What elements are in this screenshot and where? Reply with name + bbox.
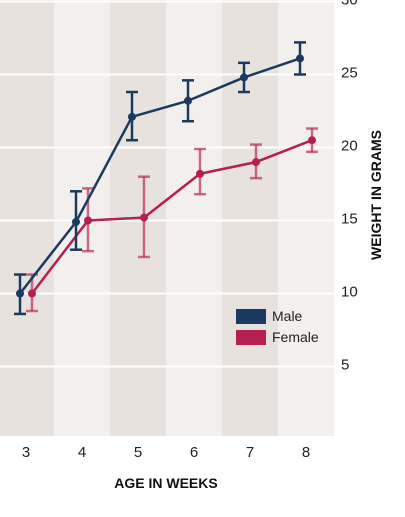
data-point bbox=[140, 213, 148, 222]
data-point bbox=[240, 73, 248, 82]
x-tick-label: 5 bbox=[134, 444, 142, 461]
data-point bbox=[184, 96, 192, 105]
data-point bbox=[16, 289, 24, 298]
x-tick-label: 6 bbox=[190, 444, 198, 461]
series-line bbox=[31, 139, 313, 295]
legend-label-male: Male bbox=[272, 308, 303, 324]
y-tick-label: 20 bbox=[341, 138, 358, 155]
data-point bbox=[28, 289, 36, 298]
legend-swatch-female bbox=[236, 330, 266, 345]
y-tick-label: 15 bbox=[341, 211, 358, 228]
x-axis-ticks: 3 4 5 6 7 8 bbox=[22, 444, 310, 461]
y-tick-label: 10 bbox=[341, 284, 358, 301]
data-point bbox=[308, 136, 316, 145]
series-group bbox=[14, 41, 318, 316]
plot-background bbox=[0, 0, 334, 437]
legend-swatch-male bbox=[236, 309, 266, 324]
data-point bbox=[252, 158, 260, 167]
data-point bbox=[72, 217, 80, 226]
data-point bbox=[196, 169, 204, 178]
background-band bbox=[0, 0, 54, 437]
y-tick-label: 25 bbox=[341, 65, 358, 82]
x-axis-title: AGE IN WEEKS bbox=[114, 475, 217, 491]
y-axis-title: WEIGHT IN GRAMS bbox=[368, 130, 384, 260]
series-line bbox=[19, 57, 301, 295]
x-tick-label: 3 bbox=[22, 444, 30, 461]
x-tick-label: 7 bbox=[246, 444, 254, 461]
x-tick-label: 4 bbox=[78, 444, 86, 461]
background-band bbox=[166, 0, 222, 437]
data-point bbox=[128, 112, 136, 121]
gridlines bbox=[0, 0, 334, 438]
legend-label-female: Female bbox=[272, 329, 319, 345]
background-band bbox=[222, 0, 278, 437]
y-axis-ticks: 5 10 15 20 25 30 bbox=[341, 0, 358, 374]
background-band bbox=[278, 0, 334, 437]
background-band bbox=[54, 0, 110, 437]
x-tick-label: 8 bbox=[302, 444, 310, 461]
series-male bbox=[14, 41, 306, 316]
data-point bbox=[84, 216, 92, 225]
data-point bbox=[296, 54, 304, 63]
legend: Male Female bbox=[236, 308, 319, 345]
y-tick-label: 30 bbox=[341, 0, 358, 9]
y-tick-label: 5 bbox=[341, 357, 349, 374]
